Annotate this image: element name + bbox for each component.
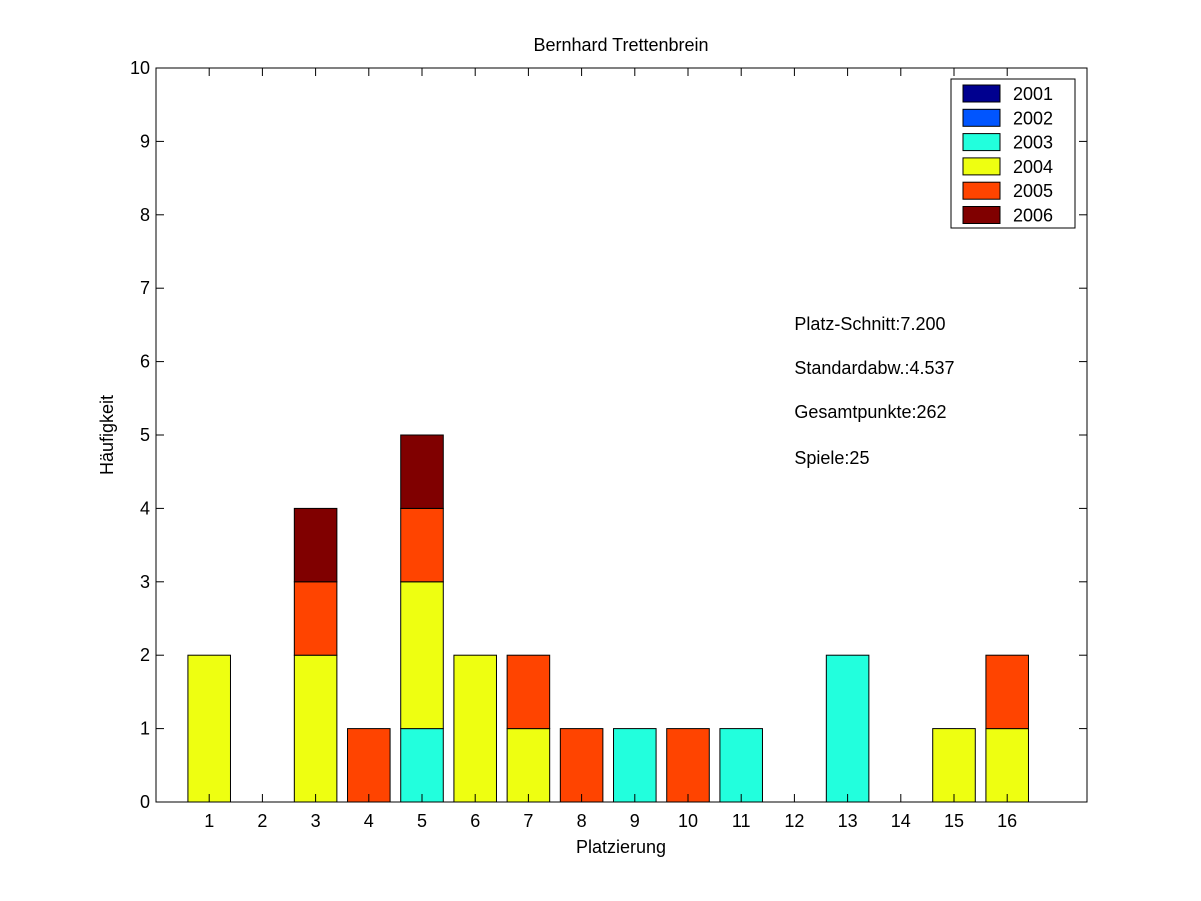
bar-segment bbox=[985, 654, 1029, 730]
legend-swatch bbox=[962, 133, 1001, 152]
y-tick-label: 0 bbox=[140, 792, 150, 812]
x-tick-label: 15 bbox=[944, 811, 964, 831]
bar-segment bbox=[932, 728, 976, 803]
legend-label: 2003 bbox=[1013, 133, 1053, 153]
legend-swatch bbox=[962, 157, 1001, 176]
bar-segment bbox=[400, 434, 444, 509]
bar-segment bbox=[293, 507, 338, 583]
legend: 2001 2002 2003 2004 2005 2006 bbox=[950, 78, 1076, 229]
x-tick-label: 13 bbox=[838, 811, 858, 831]
y-tick-label: 1 bbox=[140, 719, 150, 739]
bar-segment bbox=[400, 728, 444, 803]
x-axis-label: Platzierung bbox=[576, 837, 666, 857]
legend-swatch bbox=[962, 181, 1001, 200]
y-tick-label: 9 bbox=[140, 131, 150, 151]
legend-label: 2005 bbox=[1013, 181, 1053, 201]
bar-segment bbox=[666, 728, 710, 803]
y-tick-label: 2 bbox=[140, 645, 150, 665]
bar-segment bbox=[506, 728, 551, 803]
bar-segment bbox=[719, 728, 763, 803]
bar-segment bbox=[506, 654, 551, 730]
legend-label: 2006 bbox=[1013, 206, 1053, 226]
bar-segment bbox=[400, 507, 444, 583]
legend-label: 2001 bbox=[1013, 84, 1053, 104]
stat-annotation: Standardabw.:4.537 bbox=[794, 358, 954, 378]
legend-swatch bbox=[962, 206, 1001, 224]
y-tick-label: 6 bbox=[140, 352, 150, 372]
stat-annotation: Spiele:25 bbox=[794, 448, 869, 468]
x-tick-label: 7 bbox=[523, 811, 533, 831]
x-tick-label: 11 bbox=[732, 811, 751, 831]
bar-segment bbox=[825, 654, 870, 803]
y-tick-label: 8 bbox=[140, 205, 150, 225]
x-tick-label: 1 bbox=[204, 811, 214, 831]
bar-segment bbox=[293, 654, 338, 803]
bar-segment bbox=[187, 654, 231, 803]
chart-title: Bernhard Trettenbrein bbox=[533, 35, 708, 55]
x-tick-label: 9 bbox=[630, 811, 640, 831]
x-tick-label: 12 bbox=[784, 811, 804, 831]
legend-swatch bbox=[962, 108, 1001, 127]
bars-layer bbox=[187, 434, 1029, 803]
bar-segment bbox=[347, 728, 391, 803]
y-tick-label: 7 bbox=[140, 278, 150, 298]
bar-segment bbox=[985, 728, 1029, 803]
annotations-layer: Platz-Schnitt:7.200 Standardabw.:4.537 Ges… bbox=[794, 314, 954, 468]
y-tick-label: 4 bbox=[140, 498, 150, 518]
y-tick-label: 5 bbox=[140, 425, 150, 445]
legend-box bbox=[950, 78, 1076, 229]
y-axis-label: Häufigkeit bbox=[97, 395, 117, 475]
bar-segment bbox=[613, 728, 657, 803]
stat-annotation: Platz-Schnitt:7.200 bbox=[794, 314, 945, 334]
bar-segment bbox=[293, 581, 338, 656]
legend-swatch bbox=[962, 84, 1001, 103]
bar-segment bbox=[453, 654, 497, 803]
x-tick-label: 6 bbox=[470, 811, 480, 831]
x-tick-label: 16 bbox=[997, 811, 1017, 831]
legend-label: 2002 bbox=[1013, 108, 1053, 128]
x-tick-label: 10 bbox=[678, 811, 698, 831]
x-tick-label: 4 bbox=[364, 811, 374, 831]
y-tick-label: 10 bbox=[130, 58, 150, 78]
stat-annotation: Gesamtpunkte:262 bbox=[794, 402, 946, 422]
x-tick-label: 8 bbox=[577, 811, 587, 831]
y-tick-label: 3 bbox=[140, 572, 150, 592]
x-tick-label: 2 bbox=[257, 811, 267, 831]
bar-segment bbox=[559, 728, 604, 803]
x-tick-label: 3 bbox=[311, 811, 321, 831]
bar-segment bbox=[400, 581, 444, 730]
x-tick-label: 5 bbox=[417, 811, 427, 831]
legend-label: 2004 bbox=[1013, 157, 1053, 177]
x-tick-label: 14 bbox=[891, 811, 911, 831]
